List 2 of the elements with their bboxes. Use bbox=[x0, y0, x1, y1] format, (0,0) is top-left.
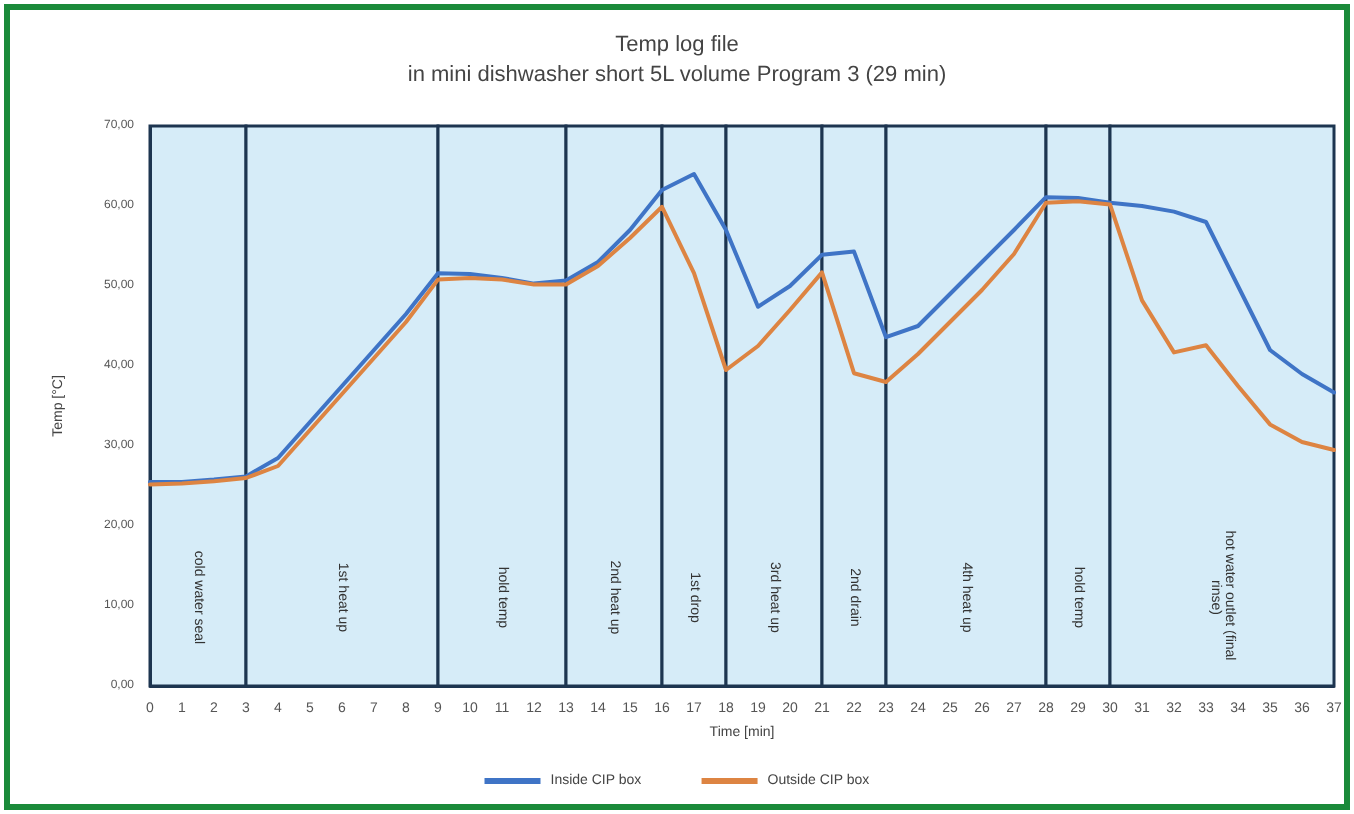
chart-subtitle: in mini dishwasher short 5L volume Program 3 (29 min) bbox=[407, 63, 947, 87]
chart-title: Temp log file bbox=[615, 33, 739, 57]
